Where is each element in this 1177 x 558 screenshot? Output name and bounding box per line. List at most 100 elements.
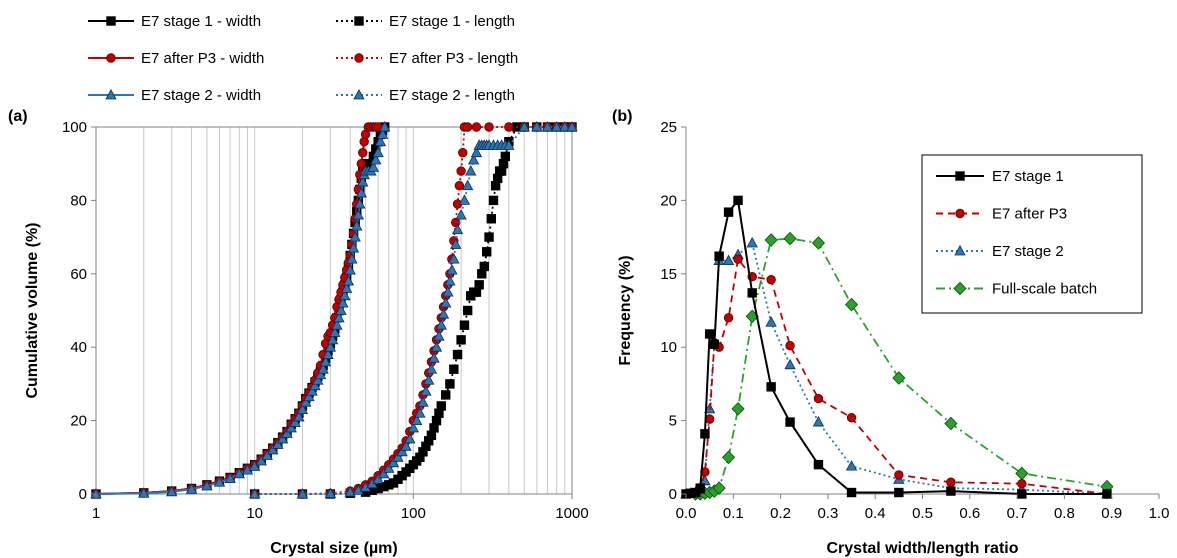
legend-item: E7 stage 2 - width	[88, 87, 261, 104]
x-tick-label: 0.5	[912, 505, 933, 522]
legend-label: E7 stage 1 - length	[389, 13, 515, 30]
data-point	[456, 210, 466, 219]
x-tick-label: 1	[92, 505, 100, 522]
data-point	[847, 413, 856, 422]
data-point	[786, 341, 795, 350]
data-point	[748, 289, 756, 297]
data-point	[701, 430, 709, 438]
data-point	[947, 487, 955, 495]
x-tick-label: 0.8	[1054, 505, 1075, 522]
legend-marker	[355, 54, 364, 63]
data-point	[458, 148, 467, 157]
data-point	[846, 298, 858, 310]
y-axis-label: Frequency (%)	[617, 255, 634, 365]
y-tick-label: 25	[660, 119, 677, 136]
data-point	[460, 321, 468, 329]
data-point	[723, 451, 735, 463]
data-point	[480, 262, 488, 270]
data-point	[1018, 479, 1027, 488]
y-tick-label: 60	[70, 266, 87, 283]
legend-item: E7 stage 2 - length	[336, 87, 515, 104]
legend-item: E7 after P3 - width	[88, 50, 264, 67]
legend-label: E7 after P3	[992, 206, 1067, 223]
y-tick-label: 0	[669, 486, 677, 503]
legend-item: E7 stage 1 - width	[88, 13, 261, 30]
chart-panel-b: 05101520250.0 0.1 0.2 0.3 0.4 0.5 0.6 0.7 0.8 0.9…	[612, 108, 1169, 557]
legend-label: E7 stage 2	[992, 243, 1064, 260]
data-point	[784, 232, 796, 244]
data-point	[747, 238, 757, 247]
legend-label: E7 after P3 - width	[141, 50, 264, 67]
data-point	[710, 340, 718, 348]
data-point	[463, 123, 472, 132]
panel-label: (b)	[612, 108, 632, 125]
data-point	[466, 166, 476, 175]
data-point	[358, 148, 367, 157]
chart-panel-a: 0 20 40 60 80 100 1 10 100 1000 Crystal size (µm) C…	[8, 108, 589, 557]
x-tick-label: 0.4	[865, 505, 886, 522]
data-point	[814, 460, 822, 468]
data-point	[724, 314, 733, 323]
legend-label: Full-scale batch	[992, 281, 1097, 298]
y-tick-label: 15	[660, 266, 677, 283]
data-point	[766, 317, 776, 326]
x-tick-label: 0.3	[817, 505, 838, 522]
data-point	[485, 233, 493, 241]
data-point	[437, 402, 445, 410]
data-point	[767, 383, 775, 391]
y-tick-label: 40	[70, 339, 87, 356]
y-tick-label: 5	[669, 413, 677, 430]
data-point	[1016, 467, 1028, 479]
data-point	[947, 478, 956, 487]
data-point	[489, 196, 497, 204]
data-point	[457, 336, 465, 344]
x-tick-label: 0.7	[1007, 505, 1028, 522]
data-point	[812, 237, 824, 249]
data-point	[472, 123, 481, 132]
legend-item: E7 after P3 - length	[336, 50, 518, 67]
data-point	[1018, 490, 1026, 498]
data-point	[814, 394, 823, 403]
data-point	[724, 208, 732, 216]
legend-marker	[355, 17, 363, 25]
x-tick-label: 100	[401, 505, 426, 522]
legend-label: E7 stage 2 - length	[389, 87, 515, 104]
legend-marker	[956, 209, 965, 218]
data-point	[501, 152, 509, 160]
x-tick-label: 10	[246, 505, 263, 522]
panel-label: (a)	[8, 108, 28, 125]
x-axis-label: Crystal width/length ratio	[826, 540, 1018, 557]
data-point	[734, 255, 743, 264]
x-tick-label: 0.2	[770, 505, 791, 522]
data-point	[715, 252, 723, 260]
data-point	[453, 350, 461, 358]
legend-label: E7 stage 2 - width	[141, 87, 261, 104]
y-tick-label: 100	[62, 119, 87, 136]
data-point	[463, 181, 473, 190]
data-point	[463, 306, 471, 314]
data-point	[765, 234, 777, 246]
data-point	[442, 391, 450, 399]
legend-marker	[107, 17, 115, 25]
legend-marker	[107, 54, 116, 63]
x-tick-label: 0.0	[676, 505, 697, 522]
legend-label: E7 stage 1	[992, 168, 1064, 185]
y-tick-label: 0	[79, 486, 87, 503]
x-tick-label: 1.0	[1149, 505, 1170, 522]
x-tick-label: 0.9	[1101, 505, 1122, 522]
legend-marker	[956, 172, 964, 180]
data-point	[457, 167, 466, 176]
series-3	[91, 122, 390, 498]
y-axis-label: Cumulative volume (%)	[24, 222, 41, 398]
data-point	[487, 215, 495, 223]
legend-panel-a: E7 stage 1 - width E7 after P3 - width E7 …	[88, 13, 518, 104]
y-tick-label: 10	[660, 339, 677, 356]
data-point	[847, 488, 855, 496]
data-point	[895, 488, 903, 496]
data-point	[475, 281, 483, 289]
data-point	[767, 275, 776, 284]
legend-label: E7 stage 1 - width	[141, 13, 261, 30]
x-tick-label: 0.6	[959, 505, 980, 522]
data-point	[785, 360, 795, 369]
